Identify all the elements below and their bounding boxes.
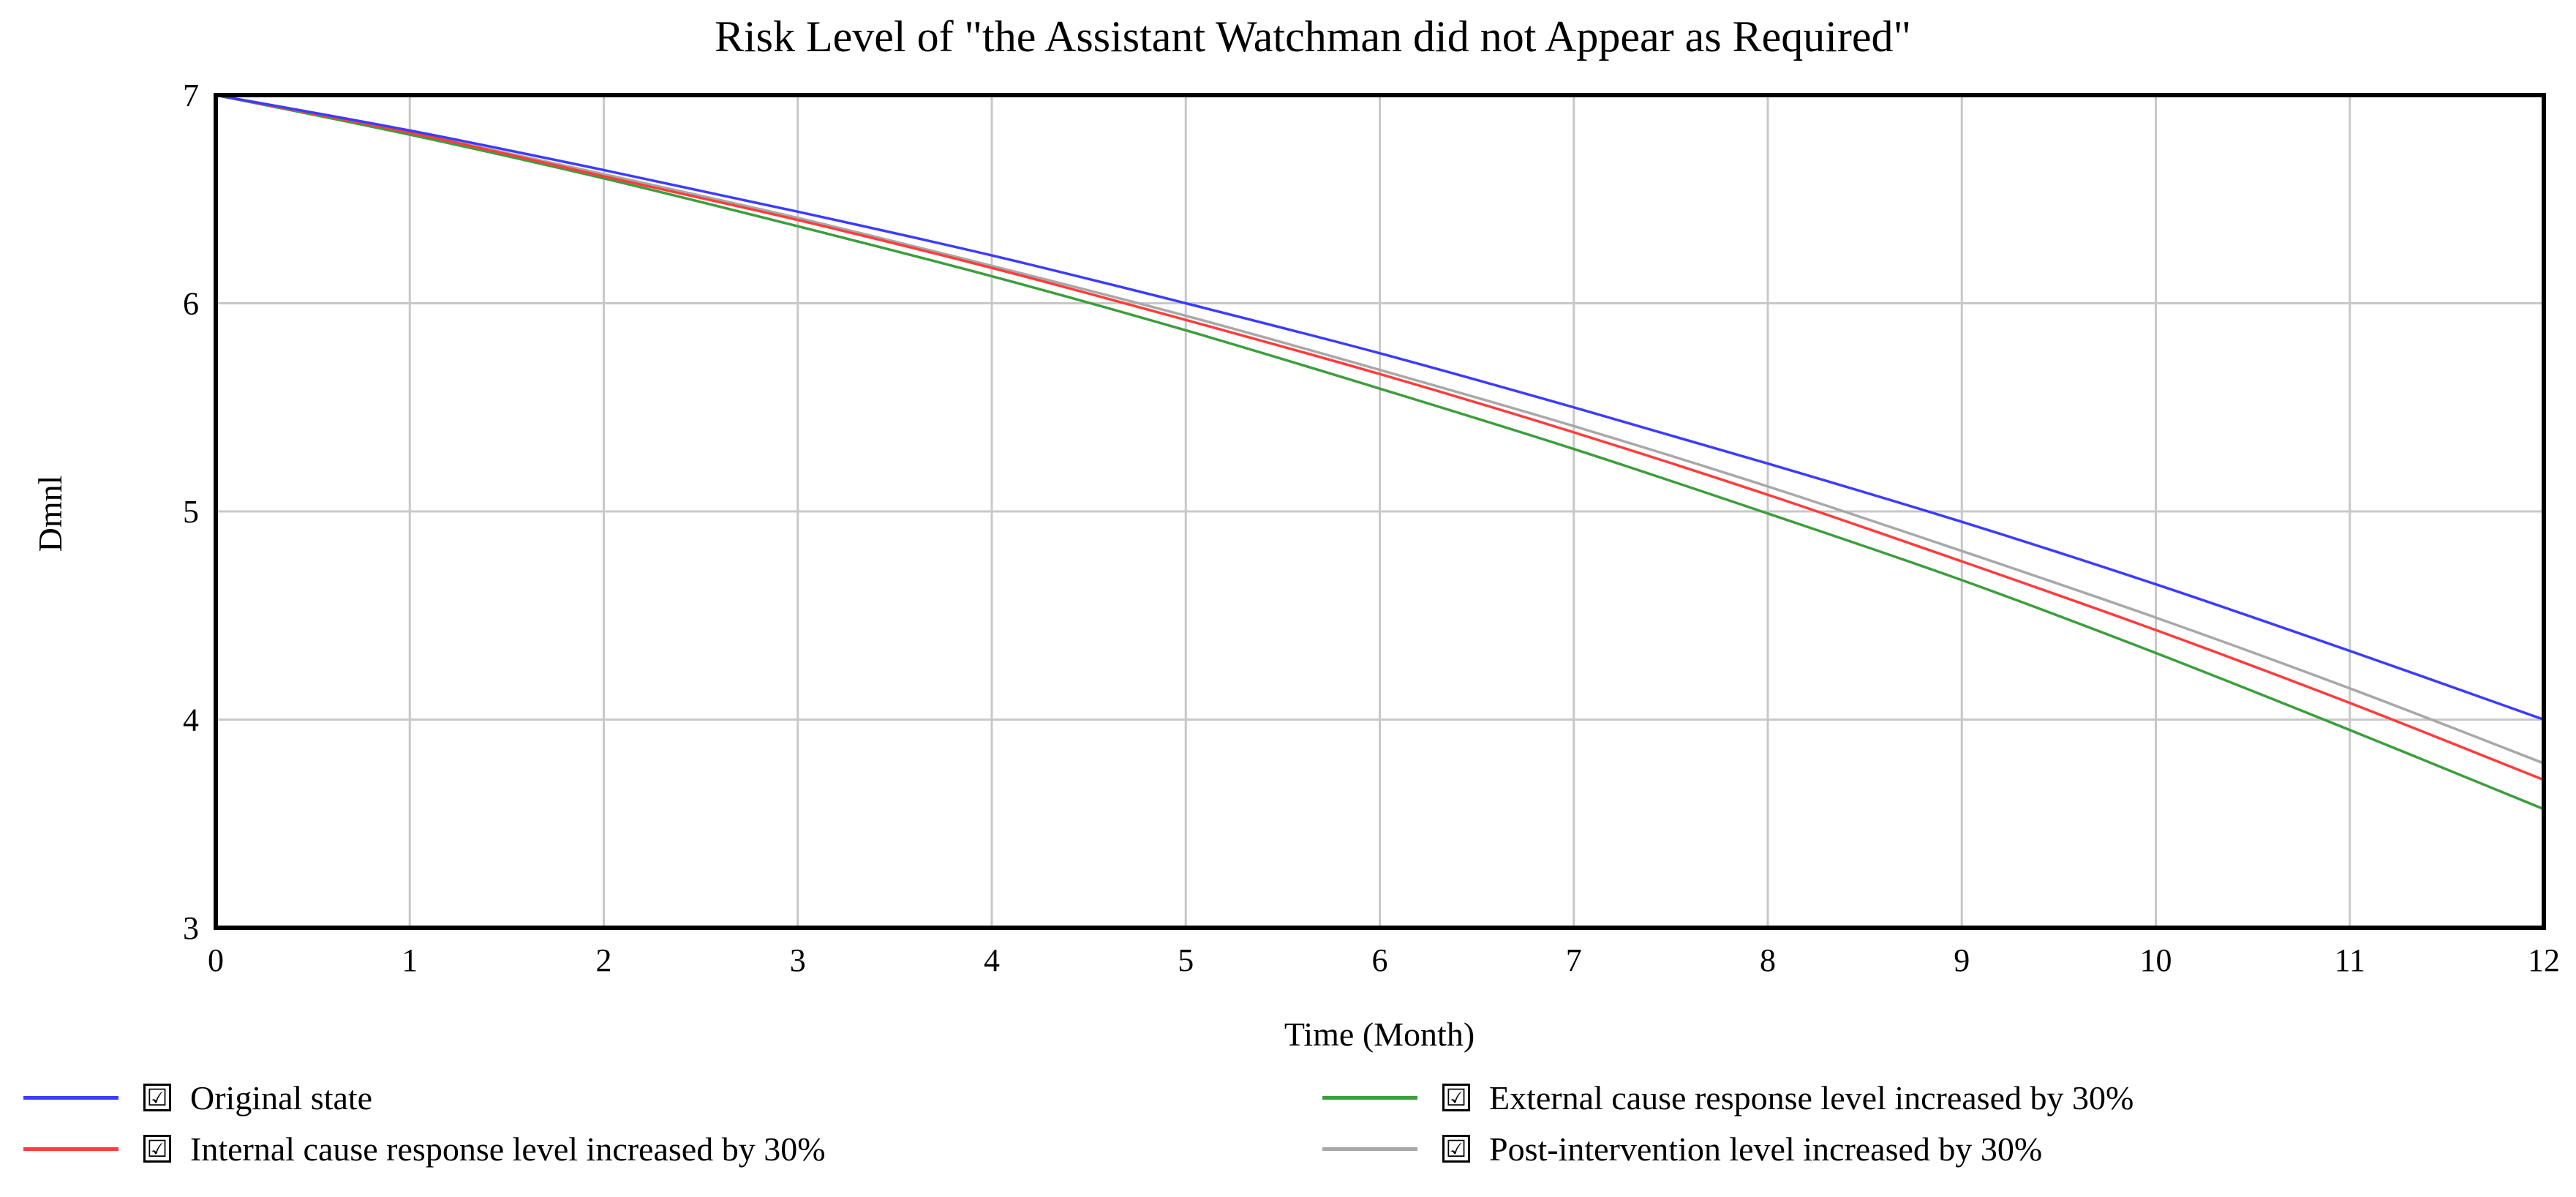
x-tick-label: 7: [1566, 942, 1582, 978]
x-tick-label: 6: [1372, 942, 1388, 978]
y-tick-label: 7: [183, 78, 199, 113]
x-axis-label: Time (Month): [1284, 1016, 1475, 1053]
y-tick-label: 4: [183, 702, 199, 738]
legend-checkbox[interactable]: ☑: [1442, 1135, 1470, 1163]
x-tick-label: 5: [1178, 942, 1194, 978]
legend: ☑ Original state ☑ Internal cause respon…: [0, 1076, 2576, 1197]
x-tick-label: 11: [2335, 942, 2365, 978]
x-tick-label: 3: [790, 942, 806, 978]
x-tick-label: 1: [402, 942, 418, 978]
x-tick-label: 0: [208, 942, 224, 978]
legend-label: Original state: [190, 1078, 373, 1117]
legend-item-post-intervention[interactable]: ☑ Post-intervention level increased by 3…: [1322, 1127, 2042, 1171]
legend-swatch: [1322, 1095, 1417, 1100]
legend-checkbox[interactable]: ☑: [143, 1135, 171, 1163]
series-line-external-cause-response-level-increased-by-30: [215, 94, 2545, 811]
legend-swatch: [23, 1147, 118, 1151]
series-line-original-state: [215, 94, 2545, 721]
y-tick-label: 3: [183, 910, 199, 946]
x-tick-label: 12: [2528, 942, 2560, 978]
legend-label: Internal cause response level increased …: [190, 1130, 826, 1168]
legend-checkbox[interactable]: ☑: [1442, 1084, 1470, 1111]
series-group: [215, 94, 2545, 811]
plot-frame: [214, 93, 2546, 930]
legend-label: Post-intervention level increased by 30%: [1489, 1130, 2043, 1168]
x-axis-ticks: 0 1 2 3 4 5 6 7 8 9 10 11 12: [208, 942, 2560, 978]
legend-item-external[interactable]: ☑ External cause response level increase…: [1322, 1076, 2134, 1119]
y-tick-label: 6: [183, 286, 199, 322]
chart-title: Risk Level of "the Assistant Watchman di…: [715, 12, 1911, 61]
y-tick-label: 5: [183, 494, 199, 530]
y-axis-label: Dmnl: [31, 476, 69, 552]
legend-item-original[interactable]: ☑ Original state: [23, 1076, 372, 1119]
legend-item-internal[interactable]: ☑ Internal cause response level increase…: [23, 1127, 826, 1171]
x-tick-label: 10: [2140, 942, 2172, 978]
chart: Risk Level of "the Assistant Watchman di…: [31, 12, 2560, 1053]
legend-checkbox[interactable]: ☑: [143, 1084, 171, 1111]
grid: [216, 95, 2544, 928]
series-line-internal-cause-response-level-increased-by-30: [215, 94, 2545, 781]
legend-label: External cause response level increased …: [1489, 1078, 2134, 1117]
legend-swatch: [1322, 1147, 1417, 1151]
x-tick-label: 9: [1954, 942, 1970, 978]
series-line-post-intervention-level-increased-by-30: [215, 94, 2545, 765]
x-tick-label: 8: [1760, 942, 1776, 978]
y-axis-ticks: 3 4 5 6 7: [183, 78, 199, 946]
legend-swatch: [23, 1095, 118, 1100]
x-tick-label: 2: [596, 942, 612, 978]
x-tick-label: 4: [984, 942, 1000, 978]
